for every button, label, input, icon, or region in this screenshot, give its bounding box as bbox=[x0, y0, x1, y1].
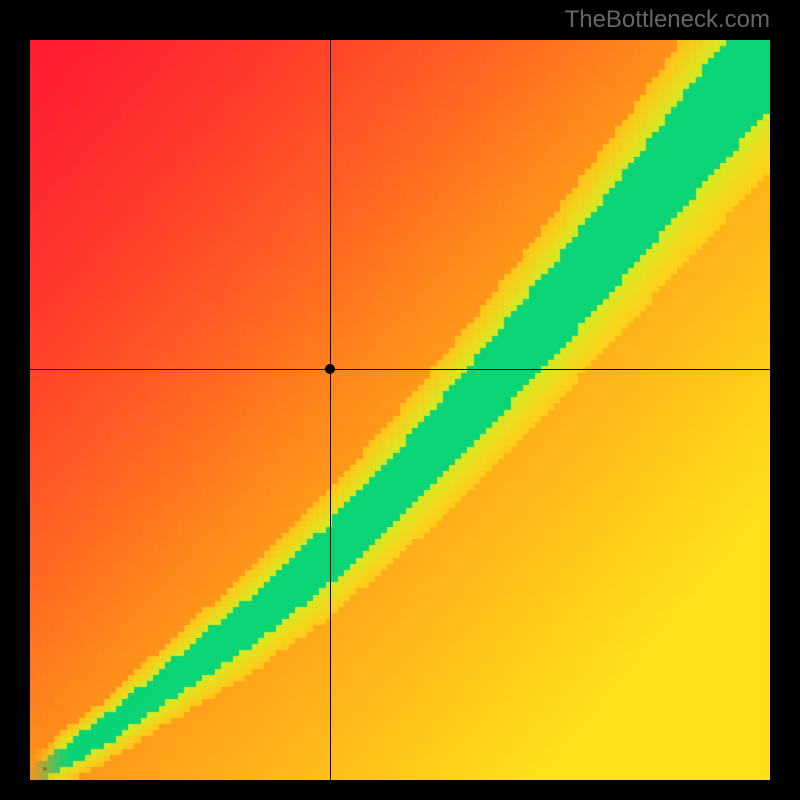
watermark-text: TheBottleneck.com bbox=[565, 6, 770, 34]
origin-faint-dot bbox=[43, 767, 47, 771]
crosshair-marker-dot bbox=[325, 364, 335, 374]
crosshair-horizontal bbox=[30, 369, 770, 370]
heatmap-canvas bbox=[30, 40, 770, 780]
plot-area bbox=[30, 40, 770, 780]
crosshair-vertical bbox=[330, 40, 331, 780]
chart-container: TheBottleneck.com bbox=[0, 0, 800, 800]
